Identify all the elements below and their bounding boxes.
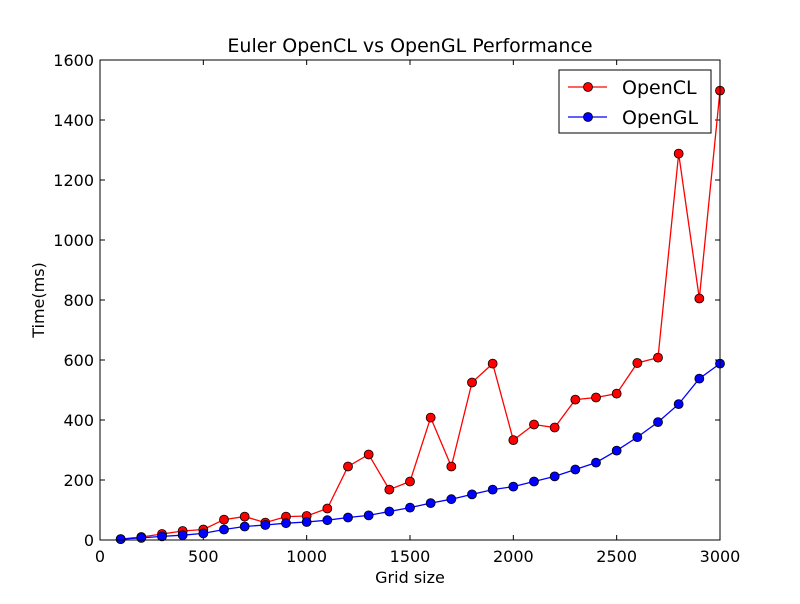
- data-point-opengl: [405, 502, 415, 513]
- data-point-opengl: [136, 533, 147, 543]
- x-tick-label: 0: [95, 547, 105, 566]
- data-point-opengl: [322, 515, 333, 526]
- data-point-opencl: [673, 148, 684, 159]
- y-axis-label: Time(ms): [29, 262, 48, 339]
- data-point-opengl: [694, 373, 705, 384]
- plot-area: [100, 60, 720, 540]
- data-point-opengl: [632, 432, 643, 443]
- data-point-opencl: [694, 293, 705, 304]
- series-layer: [115, 85, 725, 544]
- data-point-opencl: [570, 394, 581, 405]
- data-point-opencl: [611, 388, 622, 399]
- data-point-opencl: [653, 352, 663, 363]
- legend-marker-opencl: [583, 82, 593, 92]
- data-point-opengl: [177, 530, 188, 541]
- data-point-opencl: [322, 503, 333, 514]
- data-point-opengl: [487, 484, 498, 495]
- data-point-opencl: [508, 435, 519, 446]
- x-tick-label: 3000: [700, 547, 741, 566]
- data-point-opengl: [673, 399, 684, 410]
- data-point-opengl: [363, 510, 374, 521]
- data-point-opencl: [591, 392, 601, 403]
- data-point-opencl: [219, 514, 229, 525]
- data-point-opencl: [549, 422, 560, 433]
- data-point-opencl: [487, 358, 498, 369]
- data-point-opengl: [570, 464, 581, 475]
- data-point-opencl: [467, 377, 477, 388]
- legend-marker-opengl: [583, 112, 593, 122]
- data-point-opengl: [219, 524, 229, 535]
- data-point-opengl: [343, 512, 353, 523]
- series-opengl: [115, 358, 725, 544]
- data-point-opengl: [508, 481, 519, 492]
- x-tick-label: 500: [188, 547, 219, 566]
- data-point-opengl: [591, 457, 601, 468]
- y-tick-label: 800: [63, 291, 94, 310]
- y-tick-label: 1600: [53, 51, 94, 70]
- data-point-opengl: [549, 471, 560, 482]
- y-tick-label: 200: [63, 471, 94, 490]
- data-point-opencl: [632, 358, 643, 368]
- x-axis-label: Grid size: [375, 568, 445, 587]
- x-axis-ticks: 0 500 1000 1500 2000 2500 3000: [95, 60, 740, 566]
- y-axis-ticks: 0 200 400 600 800 1000 1200 1400 1600: [53, 51, 720, 550]
- data-point-opencl: [343, 461, 353, 472]
- data-point-opengl: [467, 489, 477, 500]
- data-point-opengl: [425, 498, 436, 509]
- y-tick-label: 0: [84, 531, 94, 550]
- data-point-opengl: [239, 521, 250, 532]
- legend-label-opencl: OpenCL: [622, 77, 697, 99]
- data-point-opengl: [260, 520, 271, 530]
- x-tick-label: 1000: [286, 547, 327, 566]
- legend-label-opengl: OpenGL: [622, 107, 698, 129]
- data-point-opencl: [405, 476, 415, 487]
- legend-box: [558, 69, 712, 134]
- data-point-opengl: [384, 506, 395, 517]
- y-tick-label: 400: [63, 411, 94, 430]
- data-point-opengl: [653, 417, 663, 428]
- y-tick-label: 1400: [53, 111, 94, 130]
- y-tick-label: 1200: [53, 171, 94, 190]
- data-point-opencl: [363, 449, 374, 460]
- data-point-opencl: [529, 419, 539, 430]
- data-point-opengl: [115, 534, 126, 544]
- y-tick-label: 1000: [53, 231, 94, 250]
- data-point-opengl: [446, 494, 457, 505]
- data-point-opencl: [239, 511, 250, 522]
- data-point-opengl: [611, 445, 622, 456]
- data-point-opencl: [384, 484, 395, 495]
- data-point-opencl: [446, 461, 457, 472]
- data-point-opengl: [301, 517, 312, 527]
- legend: OpenCL OpenGL: [558, 69, 712, 134]
- data-point-opengl: [281, 518, 291, 529]
- data-point-opencl: [425, 412, 436, 423]
- plot-frame: [99, 59, 721, 541]
- x-tick-label: 1500: [390, 547, 431, 566]
- data-point-opengl: [157, 531, 167, 542]
- x-tick-label: 2000: [493, 547, 534, 566]
- x-tick-label: 2500: [596, 547, 637, 566]
- y-tick-label: 600: [63, 351, 94, 370]
- data-point-opengl: [198, 528, 209, 539]
- data-point-opengl: [529, 476, 539, 487]
- chart-title: Euler OpenCL vs OpenGL Performance: [227, 35, 592, 57]
